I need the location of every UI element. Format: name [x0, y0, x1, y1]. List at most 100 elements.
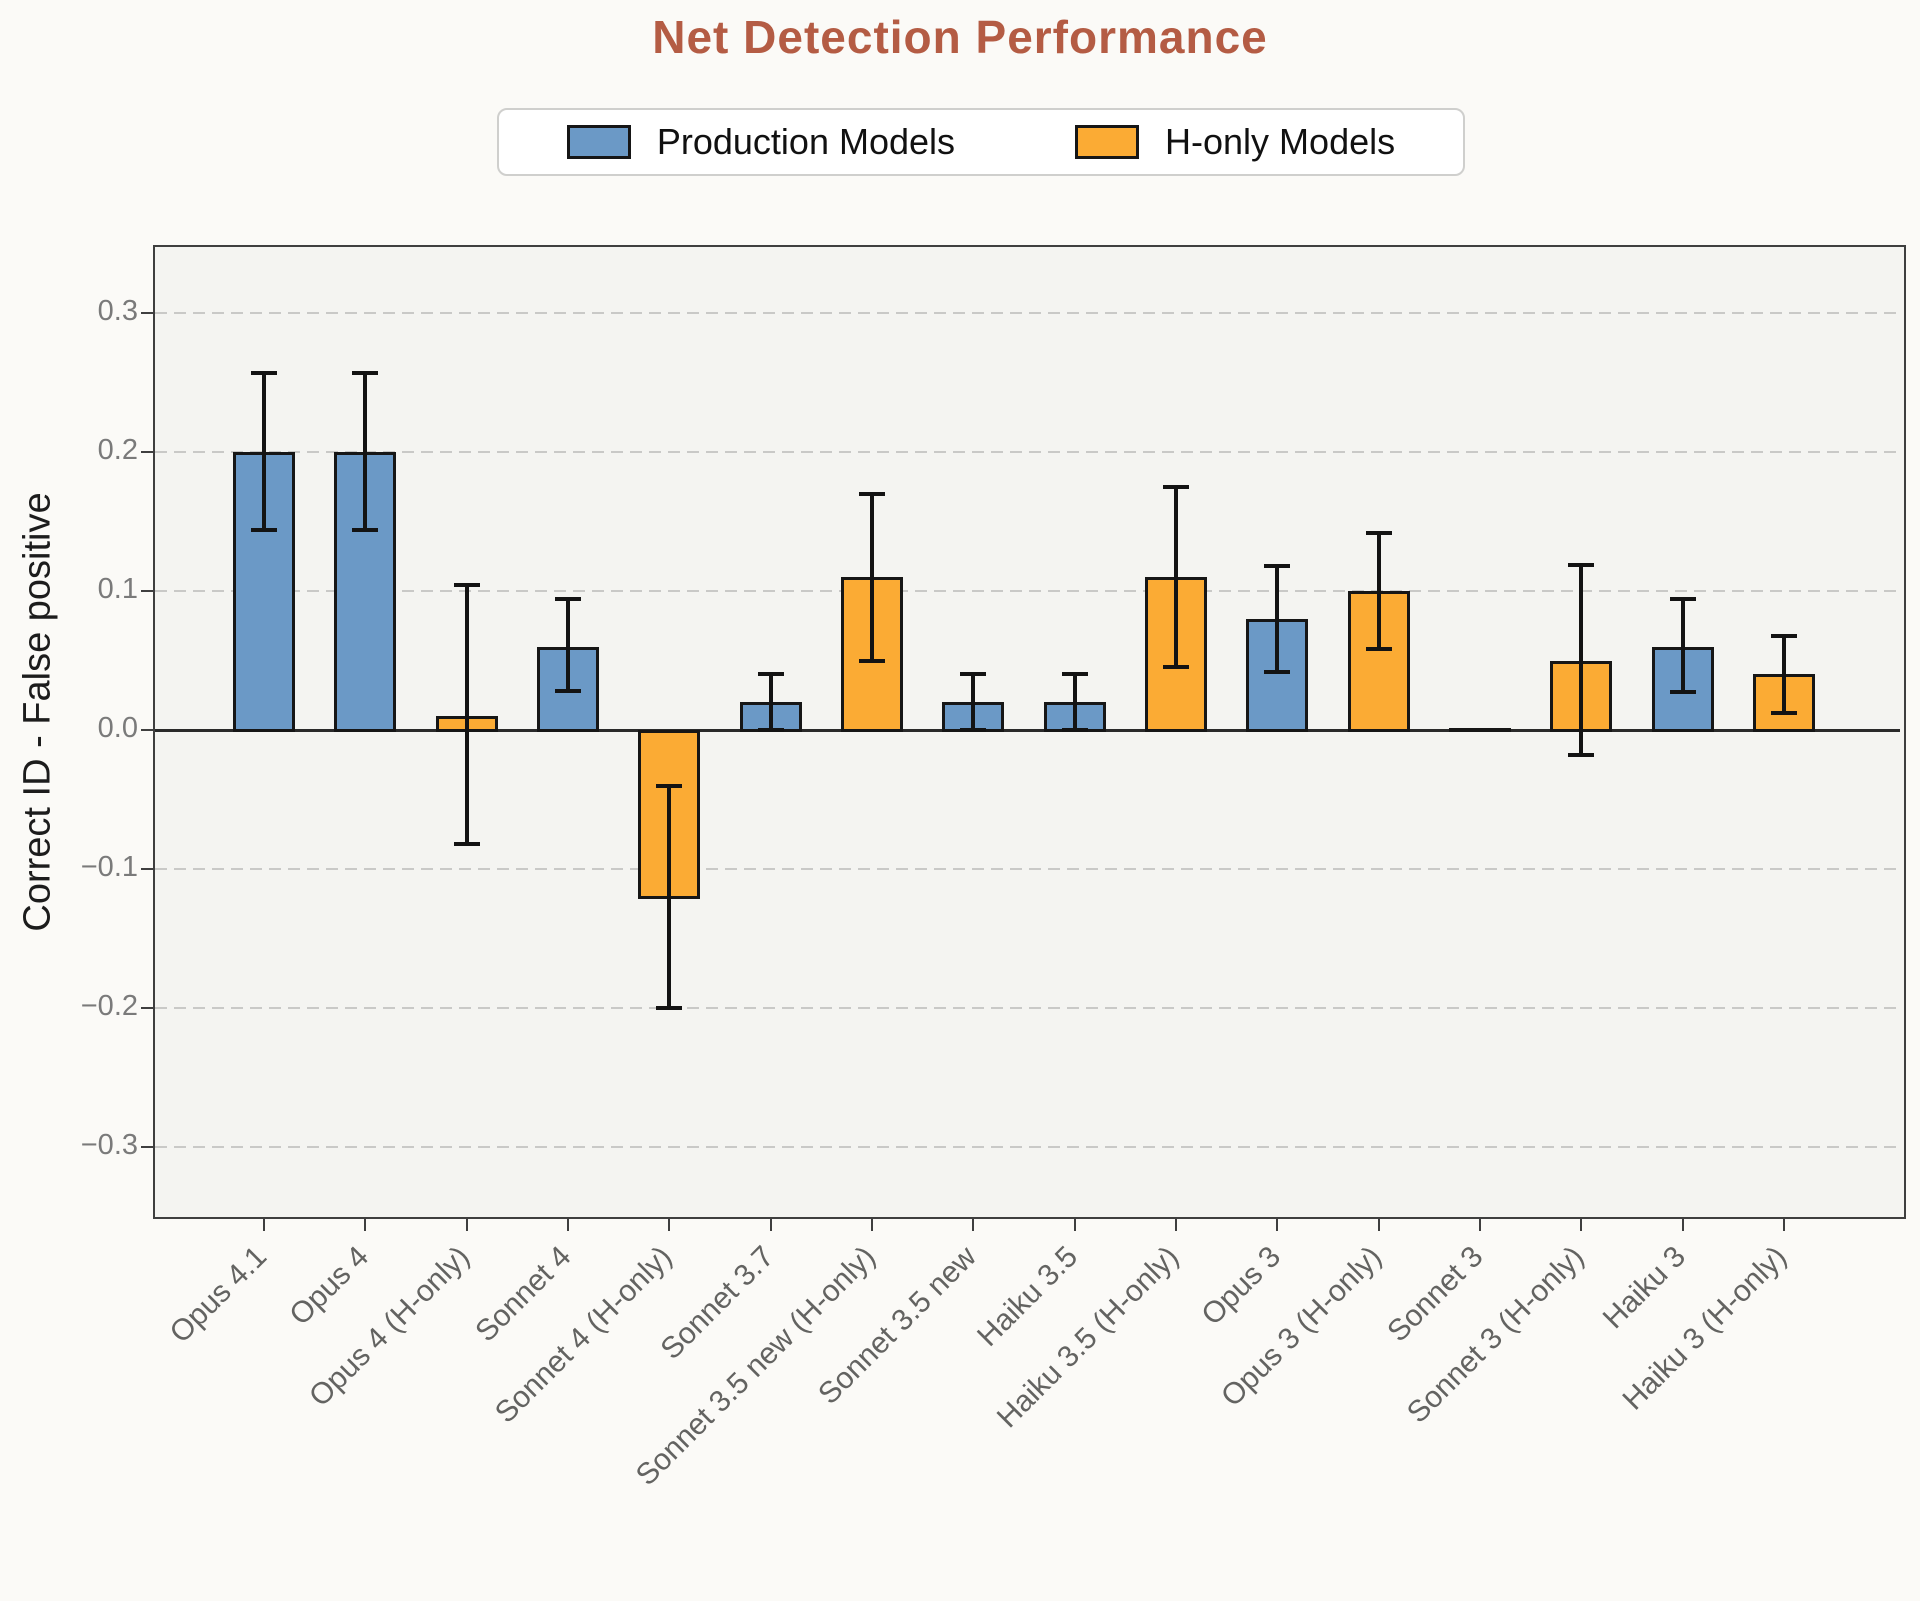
legend-swatch-h-only-icon	[1075, 125, 1140, 159]
x-tick-label: Sonnet 4 (H-only)	[489, 1240, 679, 1430]
error-bar-cap-top	[859, 491, 885, 496]
y-tick-label: −0.1	[80, 850, 138, 883]
y-tick-label: −0.3	[80, 1128, 138, 1161]
error-bar-cap-bottom	[859, 658, 885, 663]
error-bar-cap-top	[251, 370, 277, 375]
error-bar-cap-top	[1568, 562, 1595, 567]
legend-label-h-only: H-only Models	[1165, 121, 1396, 162]
error-bar	[1275, 566, 1280, 672]
x-tick-mark	[1377, 1217, 1380, 1231]
x-tick-label: Haiku 3	[1596, 1240, 1693, 1336]
error-bar-cap-top	[1061, 672, 1088, 677]
y-tick-label: 0.3	[97, 295, 138, 328]
error-bar-cap-bottom	[757, 728, 784, 732]
error-bar-cap-top	[757, 672, 784, 677]
gridline	[155, 451, 1900, 454]
error-bar-cap-top	[960, 672, 987, 677]
legend-item-h-only: H-only Models	[1075, 121, 1395, 163]
x-tick-mark	[1783, 1217, 1785, 1231]
error-bar	[667, 785, 672, 1008]
error-bar	[1579, 564, 1584, 755]
x-tick-label: Opus 4.1	[163, 1240, 274, 1350]
error-bar-cap-top	[1365, 530, 1392, 535]
gridline	[155, 867, 1900, 870]
gridline	[155, 590, 1900, 593]
y-tick-mark	[141, 867, 153, 870]
x-tick-label: Haiku 3.5 (H-only)	[991, 1240, 1186, 1435]
error-bar-cap-bottom	[352, 527, 379, 532]
y-tick-mark	[141, 451, 153, 454]
error-bar	[1174, 486, 1178, 668]
error-bar-cap-top	[1163, 484, 1189, 489]
legend-label-production: Production Models	[656, 121, 956, 162]
error-bar-cap-top	[555, 597, 581, 602]
error-bar	[363, 372, 368, 530]
x-tick-mark	[871, 1217, 873, 1231]
legend-swatch-production-icon	[566, 125, 631, 159]
error-bar-cap-bottom	[1771, 711, 1797, 716]
gridline	[155, 1006, 1900, 1009]
x-tick-mark	[1276, 1217, 1279, 1231]
error-bar-cap-top	[453, 583, 480, 588]
error-bar	[971, 674, 976, 730]
y-tick-mark	[141, 312, 153, 315]
x-tick-mark	[668, 1217, 671, 1231]
x-tick-mark	[1681, 1217, 1684, 1231]
y-tick-label: 0.0	[97, 712, 138, 744]
error-bar-cap-top	[1771, 633, 1797, 638]
x-tick-mark	[465, 1217, 468, 1231]
legend: Production Models H-only Models	[497, 108, 1465, 176]
error-bar-cap-top	[1264, 564, 1291, 569]
x-tick-mark	[1175, 1217, 1177, 1231]
x-tick-mark	[769, 1217, 772, 1231]
x-tick-mark	[1073, 1217, 1076, 1231]
y-tick-label: 0.1	[97, 573, 138, 606]
error-bar-cap-top	[656, 783, 683, 788]
legend-item-production: Production Models	[566, 121, 956, 163]
error-bar	[566, 599, 570, 692]
bar	[1449, 728, 1511, 732]
error-bar	[1072, 674, 1077, 730]
y-tick-mark	[141, 729, 153, 731]
y-tick-label: −0.2	[80, 989, 138, 1022]
y-tick-mark	[141, 590, 153, 593]
gridline	[155, 1145, 1900, 1148]
error-bar	[870, 493, 874, 661]
error-bar-cap-bottom	[251, 527, 277, 532]
error-bar-cap-bottom	[453, 841, 480, 846]
error-bar	[1782, 635, 1786, 714]
x-tick-mark	[972, 1217, 975, 1231]
zero-line	[155, 728, 1900, 732]
error-bar-cap-bottom	[1061, 728, 1088, 732]
x-tick-mark	[1580, 1217, 1583, 1231]
error-bar	[464, 585, 469, 844]
error-bar-cap-bottom	[1163, 665, 1189, 670]
error-bar-cap-bottom	[1669, 690, 1696, 695]
gridline	[155, 312, 1900, 315]
plot-area	[153, 245, 1906, 1219]
x-tick-mark	[364, 1217, 367, 1231]
error-bar	[262, 372, 266, 530]
y-tick-mark	[141, 1006, 153, 1009]
error-bar	[768, 674, 773, 730]
x-tick-mark	[263, 1217, 265, 1231]
y-tick-mark	[141, 1145, 153, 1148]
x-tick-label: Opus 4	[282, 1240, 375, 1332]
error-bar-cap-bottom	[960, 728, 987, 732]
x-tick-mark	[567, 1217, 569, 1231]
error-bar-cap-bottom	[555, 689, 581, 694]
error-bar-cap-top	[1669, 597, 1696, 602]
error-bar-cap-bottom	[656, 1005, 683, 1010]
error-bar-cap-bottom	[1264, 669, 1291, 674]
error-bar	[1376, 532, 1381, 650]
error-bar-cap-top	[352, 370, 379, 375]
error-bar-cap-bottom	[1365, 647, 1392, 652]
error-bar-cap-bottom	[1568, 753, 1595, 757]
x-tick-label: Sonnet 3 (H-only)	[1401, 1240, 1591, 1430]
x-tick-label: Opus 3	[1194, 1240, 1287, 1332]
y-tick-label: 0.2	[97, 434, 138, 467]
error-bar	[1680, 599, 1685, 693]
x-tick-mark	[1479, 1217, 1481, 1231]
chart-title: Net Detection Performance	[652, 11, 1268, 63]
